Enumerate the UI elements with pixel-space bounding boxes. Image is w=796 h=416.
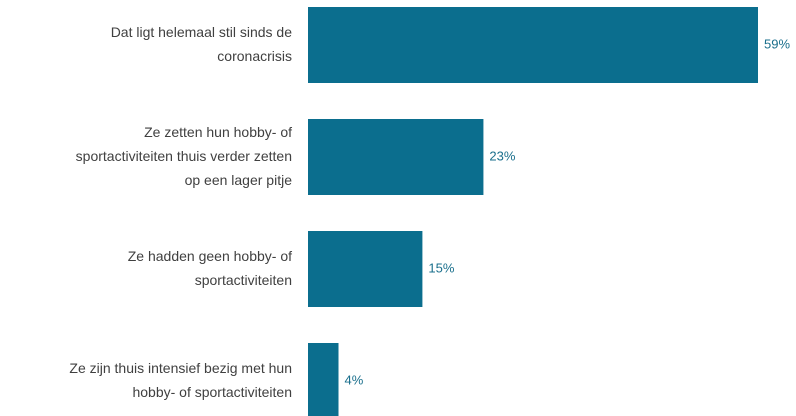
data-label: 59% — [764, 36, 790, 51]
category-label: Ze hadden geen hobby- of sportactiviteite… — [128, 248, 292, 288]
data-label: 23% — [489, 148, 515, 163]
data-label: 4% — [345, 372, 364, 387]
bar — [308, 7, 758, 83]
bar — [308, 119, 484, 195]
category-label: Ze zijn thuis intensief bezig met hun hob… — [69, 360, 292, 400]
bar — [308, 343, 339, 416]
data-label: 15% — [428, 260, 454, 275]
bar — [308, 231, 423, 307]
category-label: Dat ligt helemaal stil sinds de coronacri… — [111, 24, 293, 64]
category-label: Ze zetten hun hobby- of sportactiviteiten… — [76, 124, 293, 188]
